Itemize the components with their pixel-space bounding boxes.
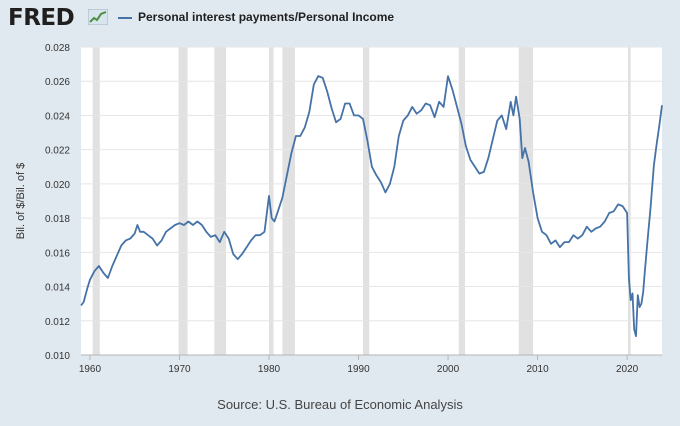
y-tick-label: 0.028 [45,43,70,54]
source-note: Source: U.S. Bureau of Economic Analysis [217,397,463,412]
recession-shading [92,47,631,355]
y-tick-label: 0.012 [45,317,70,328]
x-tick-label: 2010 [526,364,549,375]
recession-band [268,47,274,355]
recession-band [518,47,534,355]
x-tick-label: 2000 [437,364,460,375]
legend-swatch [118,17,132,19]
x-tick-label: 1970 [168,364,191,375]
y-tick-label: 0.014 [45,283,70,294]
y-tick-label: 0.018 [45,214,70,225]
plot-area [81,47,662,355]
y-tick-label: 0.016 [45,248,70,259]
x-tick-label: 1990 [347,364,370,375]
fred-logo[interactable]: FRED [8,5,75,31]
recession-band [92,47,100,355]
recession-band [362,47,370,355]
y-tick-label: 0.022 [45,146,70,157]
x-tick-label: 1960 [79,364,102,375]
recession-band [282,47,295,355]
x-tick-label: 2020 [616,364,639,375]
fred-graph-icon [88,9,108,25]
series-line[interactable] [80,75,663,338]
recession-band [214,47,227,355]
recession-band [627,47,631,355]
y-axis-label: Bil. of $/Bil. of $ [15,163,27,239]
y-tick-label: 0.020 [45,180,70,191]
y-tick-label: 0.026 [45,77,70,88]
y-tick-label: 0.010 [45,351,70,362]
y-axis: 0.010 0.012 0.014 0.016 0.018 0.020 0.022 0.024… [45,43,70,362]
x-axis: 1960 1970 1980 1990 2000 2010 2020 [79,354,662,375]
x-tick-label: 1980 [258,364,281,375]
legend-label: Personal interest payments/Personal Inco… [138,10,395,24]
recession-band [178,47,188,355]
chart-header: FRED Personal interest payments/Personal… [0,0,680,40]
recession-band [458,47,466,355]
y-tick-label: 0.024 [45,111,70,122]
